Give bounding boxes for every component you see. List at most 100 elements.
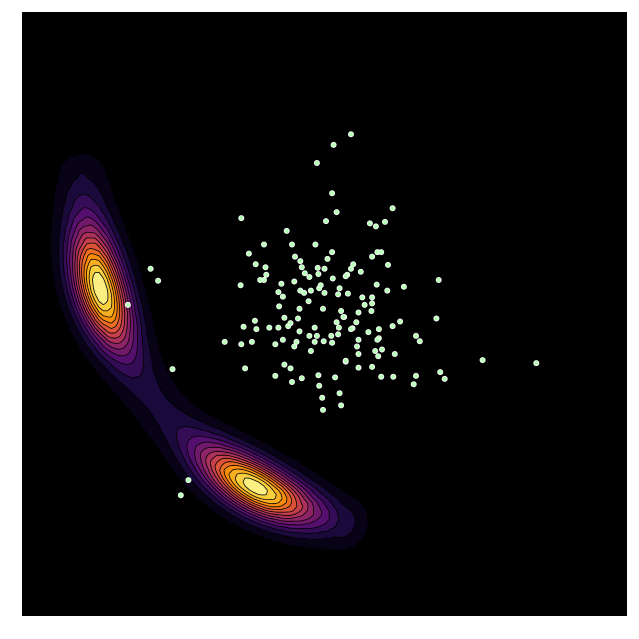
scatter-point [319,394,326,401]
scatter-point [336,285,343,292]
scatter-point [347,326,354,333]
contour-line-11 [83,253,288,508]
scatter-point [291,278,298,285]
scatter-point [328,332,335,339]
scatter-point [389,205,396,212]
scatter-point [375,326,382,333]
scatter-point [374,336,381,343]
scatter-point [253,326,260,333]
scatter-point [313,159,320,166]
scatter-points [124,131,540,499]
scatter-point [291,253,298,260]
scatter-point [347,131,354,138]
scatter-point [296,305,303,312]
scatter-point [275,324,282,331]
scatter-point [368,307,375,314]
scatter-point [369,253,376,260]
scatter-point [279,336,286,343]
scatter-point [366,220,373,227]
scatter-point [355,364,362,371]
scatter-point [257,276,264,283]
contour-line-14 [92,272,268,496]
contour-line-8 [76,237,304,517]
contour-line-2 [58,173,356,540]
scatter-point [353,343,360,350]
density-scatter-chart [22,12,627,616]
scatter-point [410,381,417,388]
scatter-point [311,338,318,345]
scatter-point [306,332,313,339]
scatter-point [373,281,380,288]
contour-line-5 [69,216,322,526]
scatter-point [369,294,376,301]
scatter-point [298,375,305,382]
scatter-point [242,365,249,372]
scatter-point [307,287,314,294]
scatter-point [305,298,312,305]
scatter-point [378,346,385,353]
contour-line-10 [81,247,293,510]
scatter-point [321,265,328,272]
scatter-point [313,332,320,339]
scatter-point [124,301,131,308]
scatter-point [333,319,340,326]
scatter-point [433,315,440,322]
scatter-point [353,319,360,326]
scatter-point [283,227,290,234]
scatter-point [412,372,419,379]
scatter-point [311,324,318,331]
scatter-point [301,289,308,296]
scatter-point [276,303,283,310]
scatter-point [260,241,267,248]
scatter-point [294,315,301,322]
scatter-point [329,249,336,256]
scatter-point [333,209,340,216]
scatter-point [479,357,486,364]
scatter-point [238,341,245,348]
scatter-point [314,264,321,271]
scatter-point [340,313,347,320]
scatter-point [275,289,282,296]
scatter-point [338,307,345,314]
scatter-point [287,365,294,372]
scatter-point [335,331,342,338]
scatter-point [281,361,288,368]
scatter-point [278,280,285,287]
scatter-point [262,264,269,271]
scatter-point [335,324,342,331]
scatter-point [240,323,247,330]
scatter-point [319,406,326,413]
density-contours [50,153,369,551]
scatter-point [369,363,376,370]
contour-line-3 [62,193,340,534]
scatter-point [306,273,313,280]
scatter-point [361,301,368,308]
scatter-point [342,273,349,280]
scatter-point [147,265,154,272]
scatter-point [307,347,314,354]
scatter-point [412,332,419,339]
scatter-point [169,366,176,373]
scatter-point [389,323,396,330]
scatter-point [355,309,362,316]
scatter-point [384,261,391,268]
scatter-point [252,261,259,268]
scatter-point [279,293,286,300]
scatter-point [185,477,192,484]
scatter-point [177,492,184,499]
scatter-point [378,249,385,256]
scatter-point [397,318,404,325]
scatter-point [372,223,379,230]
scatter-point [416,338,423,345]
scatter-point [322,218,329,225]
contour-line-9 [79,242,298,513]
scatter-point [297,258,304,265]
scatter-point [378,373,385,380]
scatter-point [391,350,398,357]
contour-line-1 [50,153,369,551]
scatter-point [319,305,326,312]
contour-line-4 [66,207,330,529]
scatter-point [332,374,339,381]
scatter-point [320,338,327,345]
scatter-point [390,373,397,380]
